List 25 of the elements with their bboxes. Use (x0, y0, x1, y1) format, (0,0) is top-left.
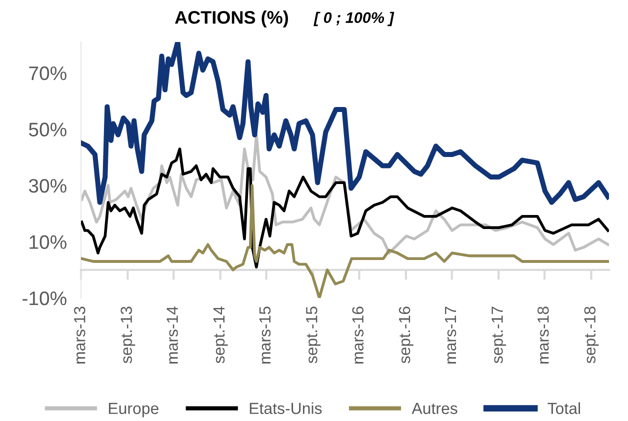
line-series (81, 184, 609, 298)
x-tick-label: sept.-17 (492, 306, 506, 364)
x-tick-label: sept.-16 (398, 306, 414, 364)
x-tick-label: mars-17 (445, 306, 456, 364)
y-tick-label: 30% (28, 178, 66, 193)
x-tick-label: sept.-13 (120, 306, 136, 364)
legend-label: Autres (412, 402, 458, 414)
legend-label: Total (548, 402, 580, 414)
legend-label: Europe (108, 402, 158, 418)
x-tick-label: mars-15 (259, 306, 271, 364)
y-tick-label: 50% (28, 122, 66, 136)
chart-title: ACTIONS (%) (174, 10, 288, 28)
x-tick-label: sept.-15 (306, 306, 320, 364)
y-tick-label: 10% (30, 235, 66, 249)
y-tick-label: -10% (22, 291, 66, 306)
x-tick-label: mars-14 (166, 306, 178, 364)
x-tick-label: mars-16 (352, 306, 364, 364)
y-tick-label: 70% (29, 66, 66, 80)
legend-label: Etats-Unis (250, 402, 322, 414)
x-tick-label: mars-13 (74, 306, 86, 364)
x-tick-label: sept.-14 (214, 306, 228, 364)
chart-subtitle: [ 0 ; 100% ] (314, 12, 394, 26)
x-tick-label: sept.-18 (584, 306, 599, 364)
line-series (81, 148, 609, 268)
x-tick-label: mars-18 (538, 306, 549, 364)
